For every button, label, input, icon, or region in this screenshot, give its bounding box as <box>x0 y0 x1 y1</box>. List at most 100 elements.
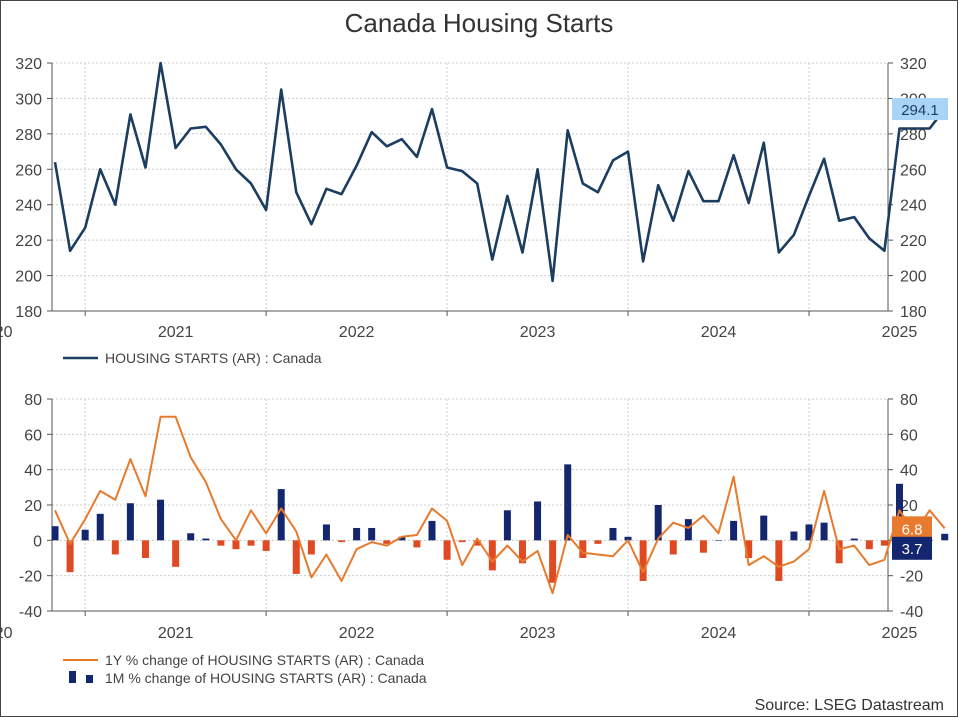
mom-change-bar <box>262 540 270 551</box>
x-tick-label: 2022 <box>339 324 375 341</box>
mom-change-bar <box>684 519 692 541</box>
mom-change-bar <box>368 527 376 541</box>
mom-change-bar <box>458 540 466 543</box>
y-tick-label-left: -40 <box>19 604 42 621</box>
y-tick-label-left: 60 <box>24 427 42 444</box>
y-tick-label-left: 40 <box>24 463 42 480</box>
y-tick-label-left: 260 <box>15 162 42 179</box>
legend-label-mom: 1M % change of HOUSING STARTS (AR) : Can… <box>105 670 427 686</box>
y-tick-label-right: 240 <box>900 198 927 215</box>
mom-change-bar <box>126 503 134 541</box>
housing-starts-line <box>53 61 946 283</box>
mom-change-bar <box>81 529 89 541</box>
mom-change-bar <box>202 538 210 541</box>
mom-change-bar <box>473 540 481 546</box>
y-tick-label-right: 80 <box>900 392 918 409</box>
y-tick-label-left: 180 <box>15 304 42 321</box>
y-tick-label-right: 200 <box>900 269 927 286</box>
mom-change-bar <box>820 522 828 541</box>
x-tick-label: 2025 <box>882 625 918 642</box>
x-tick-label: 2023 <box>520 324 556 341</box>
mom-change-bar <box>157 499 165 541</box>
chart-title: Canada Housing Starts <box>344 8 614 38</box>
mom-change-bar <box>187 533 195 541</box>
y-tick-label-left: 240 <box>15 198 42 215</box>
y-tick-label-left: 200 <box>15 269 42 286</box>
mom-change-bar <box>217 540 225 546</box>
mom-change-bar <box>428 520 436 541</box>
y-tick-label-right: -40 <box>900 604 923 621</box>
y-tick-label-left: 320 <box>15 56 42 73</box>
mom-change-bar <box>383 540 391 544</box>
mom-change-bar <box>518 540 526 564</box>
mom-change-bar <box>398 536 406 541</box>
mom-last-label: 3.7 <box>902 541 923 558</box>
mom-change-bar <box>141 540 149 558</box>
housing-starts-last-label: 294.1 <box>901 102 939 119</box>
y-tick-label-right: 220 <box>900 233 927 250</box>
y-tick-label-left: 20 <box>24 498 42 515</box>
y-tick-label-right: 180 <box>900 304 927 321</box>
y-tick-label-left: 80 <box>24 392 42 409</box>
mom-change-bar <box>715 540 723 541</box>
mom-change-bar <box>850 538 858 541</box>
mom-change-bar <box>941 533 949 541</box>
mom-change-bar <box>624 536 632 541</box>
mom-change-bar <box>503 510 511 541</box>
mom-change-bar <box>760 515 768 541</box>
mom-change-bar <box>880 540 888 546</box>
y-tick-label-left: 280 <box>15 127 42 144</box>
mom-change-bar <box>745 540 753 558</box>
mom-change-bar <box>730 520 738 541</box>
x-tick-label: 2022 <box>339 625 375 642</box>
mom-change-bar <box>699 540 707 553</box>
y-tick-label-right: 280 <box>900 127 927 144</box>
mom-last-badge <box>892 536 932 560</box>
mom-change-bar <box>775 540 783 581</box>
mom-change-bar <box>865 540 873 550</box>
mom-change-bar <box>549 540 557 583</box>
mom-change-bar <box>790 531 798 541</box>
yoy-last-badge <box>892 516 932 540</box>
mom-change-bar <box>835 540 843 564</box>
mom-change-bar <box>307 540 315 555</box>
mom-change-bar <box>172 540 180 567</box>
mom-change-bar <box>488 540 496 571</box>
mom-change-bar <box>639 540 647 581</box>
y-tick-label-right: 60 <box>900 427 918 444</box>
legend-swatch-mom-a <box>69 671 76 683</box>
housing-starts-last-badge <box>892 98 948 121</box>
yoy-change-line <box>54 415 946 595</box>
mom-change-bar <box>609 527 617 541</box>
y-tick-label-right: 40 <box>900 463 918 480</box>
mom-change-bar <box>443 540 451 560</box>
y-tick-label-left: 0 <box>33 533 42 550</box>
y-tick-label-right: -20 <box>900 569 923 586</box>
y-tick-label-left: -20 <box>19 569 42 586</box>
mom-change-bar <box>564 464 572 541</box>
legend-label-housing-starts: HOUSING STARTS (AR) : Canada <box>105 350 322 366</box>
mom-change-bar <box>322 524 330 541</box>
mom-change-bar <box>579 540 587 558</box>
mom-change-bar <box>534 501 542 541</box>
mom-change-bar <box>413 540 421 548</box>
mom-change-bar <box>292 540 300 574</box>
source-note: Source: LSEG Datastream <box>754 697 944 714</box>
x-tick-label: 2025 <box>882 324 918 341</box>
x-tick-label: 2021 <box>158 625 194 642</box>
y-tick-label-left: 300 <box>15 91 42 108</box>
yoy-last-label: 6.8 <box>902 521 923 538</box>
x-tick-label: 2024 <box>701 324 737 341</box>
mom-change-bar <box>353 527 361 541</box>
mom-change-bar <box>669 540 677 555</box>
legend-swatch-mom-b <box>86 675 93 683</box>
mom-change-bar <box>805 524 813 541</box>
y-tick-label-left: 220 <box>15 233 42 250</box>
y-tick-label-right: 260 <box>900 162 927 179</box>
mom-change-bar <box>654 505 662 541</box>
mom-change-bar <box>277 489 285 541</box>
